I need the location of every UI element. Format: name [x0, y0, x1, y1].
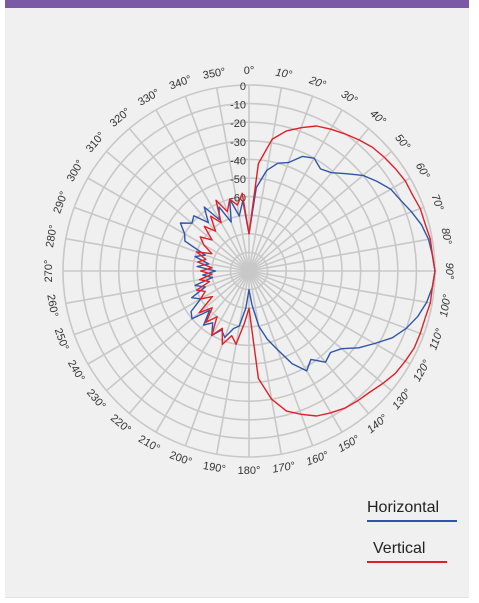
theta-label: 60° — [413, 161, 432, 182]
theta-label: 170° — [271, 460, 296, 476]
grid-spoke — [215, 87, 250, 272]
grid-spoke — [87, 177, 250, 272]
grid-spoke — [155, 270, 250, 433]
grid-spoke — [248, 109, 343, 272]
grid-spoke — [248, 177, 411, 272]
theta-label: 100° — [438, 293, 454, 318]
grid-spoke — [248, 270, 433, 305]
theta-label: 70° — [429, 193, 446, 213]
theta-label: 230° — [84, 387, 108, 412]
grid-spoke — [215, 270, 250, 455]
grid-spoke — [248, 206, 425, 272]
grid-spoke — [248, 128, 370, 272]
grid-spoke — [73, 270, 250, 336]
grid-spoke — [155, 109, 250, 272]
theta-label: 90° — [443, 263, 455, 280]
theta-label: 30° — [339, 88, 360, 107]
grid-spoke — [128, 270, 250, 414]
theta-label: 340° — [168, 73, 193, 92]
theta-label: 350° — [202, 66, 227, 82]
theta-label: 300° — [65, 158, 87, 184]
chart-panel: 0° 10° 20° 30° 40° 50° 60° 70° 80° 90° 100° 110° 120… — [5, 0, 469, 598]
theta-label: 50° — [392, 132, 412, 153]
theta-label: 200° — [168, 449, 193, 468]
theta-label: 210° — [136, 433, 162, 455]
theta-label: 240° — [65, 358, 87, 384]
theta-label: 190° — [202, 460, 227, 476]
legend-horizontal: Horizontal — [367, 499, 457, 522]
grid-spoke — [248, 270, 425, 336]
theta-label: 310° — [84, 130, 108, 155]
theta-label: 330° — [136, 87, 162, 109]
legend-vertical: Vertical — [367, 540, 447, 563]
theta-label: 120° — [411, 358, 433, 384]
grid-spoke — [248, 270, 392, 392]
theta-label: 150° — [336, 433, 362, 455]
theta-label: 110° — [427, 326, 446, 351]
legend-line-horizontal — [367, 520, 457, 522]
grid-spoke — [184, 270, 250, 447]
r-tick-label: -50 — [230, 174, 246, 186]
grid-spoke — [87, 270, 250, 365]
grid-spoke — [248, 270, 314, 447]
grid-spoke — [248, 95, 314, 272]
grid-spoke — [128, 128, 250, 272]
theta-label: 220° — [108, 412, 133, 436]
r-tick-label: -40 — [230, 155, 246, 167]
grid-spoke — [248, 270, 370, 414]
theta-label: 250° — [52, 327, 71, 352]
theta-label: 280° — [44, 224, 60, 249]
theta-label: 80° — [439, 227, 454, 246]
grid-spoke — [106, 150, 250, 272]
grid-spoke — [248, 270, 343, 433]
theta-label: 130° — [390, 386, 414, 412]
series-line-vertical — [195, 125, 436, 417]
grid-spoke — [106, 270, 250, 392]
theta-label: 320° — [108, 106, 133, 130]
theta-label: 40° — [367, 108, 388, 128]
r-tick-label: 0 — [240, 81, 246, 93]
theta-label: 180° — [238, 465, 261, 477]
polar-chart: 0° 10° 20° 30° 40°50°60° 70° 80° 90° 100° 110° 120… — [43, 65, 455, 477]
legend-line-vertical — [367, 561, 447, 563]
grid-spoke — [248, 237, 433, 272]
theta-label: 260° — [44, 293, 60, 318]
grid-spoke — [248, 150, 392, 272]
theta-label: 20° — [307, 74, 328, 92]
r-tick-label: -20 — [230, 118, 246, 130]
theta-label: 270° — [43, 260, 55, 283]
legend-label-vertical: Vertical — [373, 540, 426, 557]
header-bar — [5, 0, 469, 8]
theta-label: 160° — [305, 449, 331, 468]
series-line-horizontal — [179, 155, 436, 372]
grid-spoke — [248, 270, 283, 455]
theta-label: 10° — [275, 67, 294, 82]
theta-label: 140° — [365, 412, 391, 436]
r-tick-label: -30 — [230, 137, 246, 149]
grid-spoke — [184, 95, 250, 272]
theta-label: 0° — [244, 65, 255, 77]
legend-label-horizontal: Horizontal — [367, 499, 440, 516]
grid-spoke — [73, 206, 250, 272]
grid-spoke — [65, 270, 250, 305]
grid-spoke — [65, 237, 250, 272]
grid-spoke — [248, 270, 411, 365]
grid-spoke — [248, 87, 283, 272]
r-tick-label: -10 — [230, 100, 246, 112]
theta-label: 290° — [51, 190, 70, 215]
